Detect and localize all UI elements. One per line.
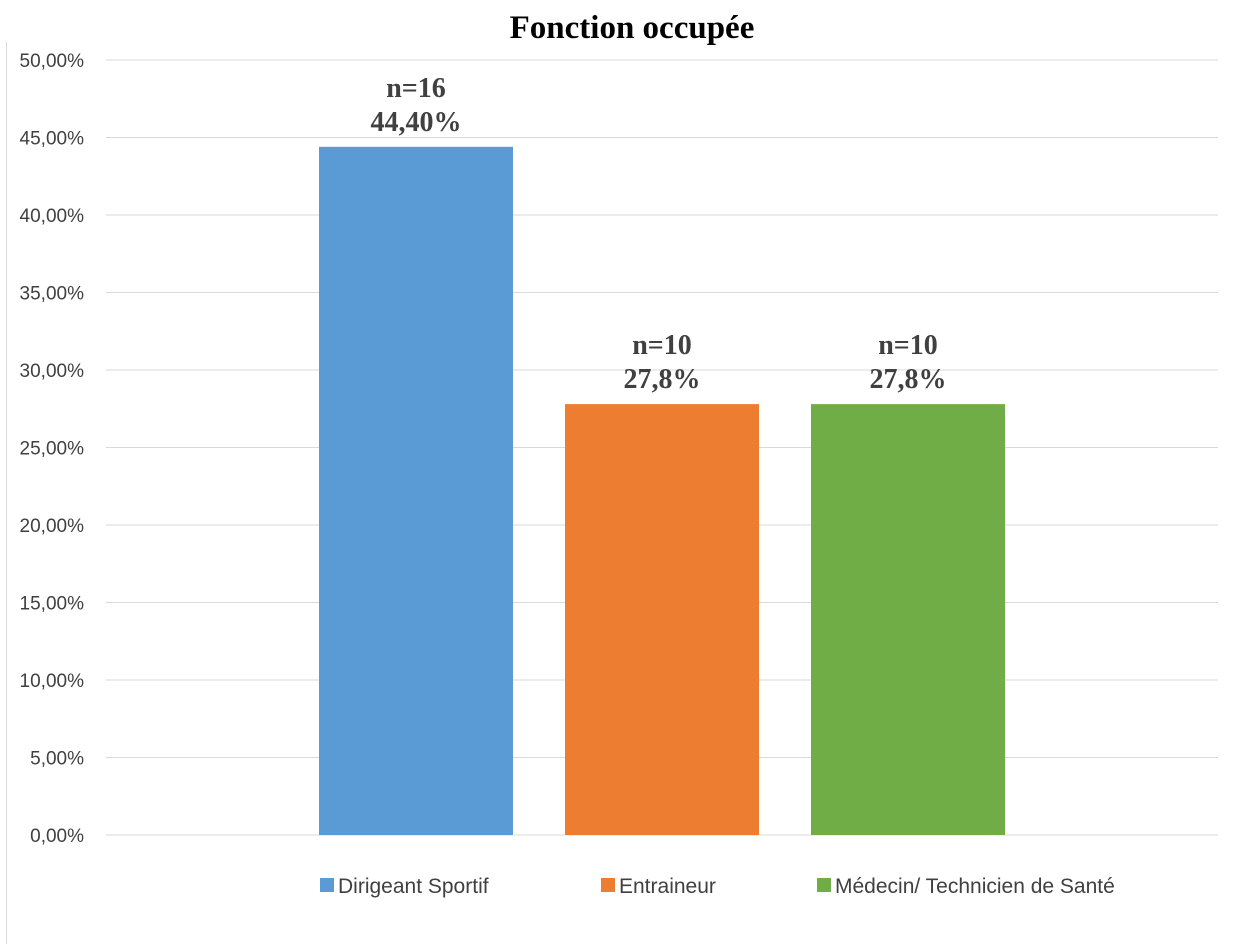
y-tick-label: 50,00% xyxy=(20,51,85,72)
data-label-percent: 27,8% xyxy=(870,364,947,395)
y-tick-label: 45,00% xyxy=(20,129,85,150)
legend-swatch xyxy=(320,878,334,892)
chart-title: Fonction occupée xyxy=(510,10,755,46)
legend-label: Médecin/ Technicien de Santé xyxy=(835,875,1115,898)
y-tick-label: 15,00% xyxy=(20,594,85,615)
data-label-percent: 27,8% xyxy=(624,364,701,395)
legend-swatch xyxy=(601,878,615,892)
y-axis-ticks: 0,00% 5,00% 10,00% 15,00% 20,00% 25,00% 30,00%… xyxy=(20,51,85,847)
data-label-n: n=10 xyxy=(878,330,938,361)
legend: Dirigeant Sportif Entraineur Médecin/ Tech… xyxy=(320,875,1115,898)
y-tick-label: 5,00% xyxy=(30,749,84,770)
bar xyxy=(811,404,1005,835)
y-tick-label: 0,00% xyxy=(30,826,84,847)
data-label-percent: 44,40% xyxy=(371,107,462,138)
data-label-n: n=10 xyxy=(632,330,692,361)
legend-label: Entraineur xyxy=(619,875,716,898)
legend-item: Dirigeant Sportif xyxy=(320,875,489,898)
legend-label: Dirigeant Sportif xyxy=(338,875,489,898)
bars xyxy=(319,146,1005,836)
legend-item: Médecin/ Technicien de Santé xyxy=(817,875,1115,898)
legend-item: Entraineur xyxy=(601,875,716,898)
y-tick-label: 30,00% xyxy=(20,361,85,382)
y-tick-label: 10,00% xyxy=(20,671,85,692)
y-tick-label: 35,00% xyxy=(20,284,85,305)
y-tick-label: 25,00% xyxy=(20,439,85,460)
bar xyxy=(565,404,759,835)
bar xyxy=(319,146,513,836)
y-tick-label: 40,00% xyxy=(20,206,85,227)
y-tick-label: 20,00% xyxy=(20,516,85,537)
data-label-n: n=16 xyxy=(386,73,446,104)
legend-swatch xyxy=(817,878,831,892)
